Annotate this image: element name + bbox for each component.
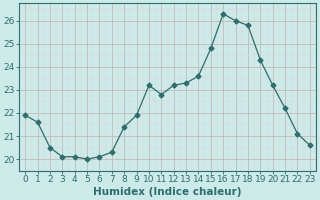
X-axis label: Humidex (Indice chaleur): Humidex (Indice chaleur)	[93, 187, 242, 197]
